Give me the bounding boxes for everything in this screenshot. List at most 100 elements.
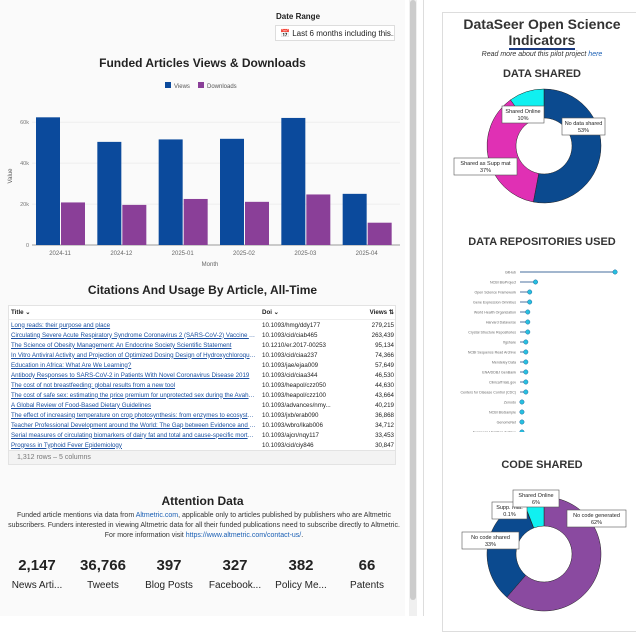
stat-value: 382 bbox=[288, 557, 314, 574]
table-row[interactable]: Antibody Responses to SARS-CoV-2 in Pati… bbox=[9, 370, 395, 380]
articles-table: Title ⌄ Doi ⌄ Views ⇅ Long reads: their … bbox=[8, 305, 396, 465]
article-title-link[interactable]: The effect of increasing temperature on … bbox=[11, 411, 259, 419]
table-row[interactable]: The cost of safe sex: estimating the pri… bbox=[9, 390, 395, 400]
table-row[interactable]: The Science of Obesity Management: An En… bbox=[9, 340, 395, 350]
pilot-project-link[interactable]: here bbox=[588, 51, 603, 58]
stat-tile: 397 Blog Posts bbox=[136, 557, 202, 591]
repo-label: Zenodo bbox=[504, 401, 516, 405]
table-row[interactable]: Serial measures of circulating biomarker… bbox=[9, 430, 395, 440]
repo-label: Open Science Framework bbox=[474, 291, 516, 295]
article-title-link[interactable]: Education in Africa: What Are We Learnin… bbox=[11, 361, 132, 369]
repo-point bbox=[527, 289, 533, 295]
table-header: Title ⌄ Doi ⌄ Views ⇅ bbox=[9, 306, 395, 320]
article-title-link[interactable]: Circulating Severe Acute Respiratory Syn… bbox=[11, 331, 259, 339]
doi-cell: 10.1093/heapol/czz100 bbox=[262, 391, 326, 399]
attention-title: Attention Data bbox=[161, 494, 244, 508]
repo-label: Centers for Disease Control (CDC) bbox=[460, 391, 516, 395]
slice-label-box bbox=[566, 509, 627, 528]
views-cell: 36,868 bbox=[375, 411, 394, 419]
slice-value: 6% bbox=[532, 500, 540, 506]
col-doi[interactable]: Doi ⌄ bbox=[262, 309, 279, 316]
article-title-link[interactable]: Antibody Responses to SARS-CoV-2 in Pati… bbox=[11, 371, 250, 379]
repo-point bbox=[523, 339, 529, 345]
table-row[interactable]: Long reads: their purpose and place 10.10… bbox=[9, 320, 395, 330]
stat-tile: 36,766 Tweets bbox=[70, 557, 136, 591]
views-cell: 43,664 bbox=[375, 391, 394, 399]
dataseer-title: DataSeer Open Science bbox=[463, 16, 621, 32]
y-axis-label: Value bbox=[8, 168, 14, 184]
table-row[interactable]: Progress in Typhoid Fever Epidemiology 10… bbox=[9, 440, 395, 450]
repo-point bbox=[519, 429, 525, 432]
views-cell: 279,215 bbox=[371, 321, 394, 329]
views-cell: 34,712 bbox=[375, 421, 394, 429]
date-range-value: Last 6 months including this... bbox=[292, 29, 395, 38]
table-row[interactable]: In Vitro Antiviral Activity and Projecti… bbox=[9, 350, 395, 360]
article-title-link[interactable]: The Science of Obesity Management: An En… bbox=[11, 341, 232, 349]
doi-cell: 10.1093/heapol/czz050 bbox=[262, 381, 326, 389]
slice-label: Supp. mat. bbox=[496, 505, 523, 511]
bar-views bbox=[158, 139, 183, 245]
repo-label: figshare bbox=[503, 341, 516, 345]
stat-tile: 382 Policy Me... bbox=[268, 557, 334, 591]
repo-label: ENA/DDBJ GenBank bbox=[482, 371, 516, 375]
dataseer-panel: DataSeer Open Science Indicators Read mo… bbox=[423, 0, 636, 632]
article-title-link[interactable]: Progress in Typhoid Fever Epidemiology bbox=[11, 441, 122, 449]
table-footer: 1,312 rows – 5 columns bbox=[9, 450, 395, 464]
slice-value: 53% bbox=[578, 128, 589, 134]
stat-tile: 2,147 News Arti... bbox=[4, 557, 70, 591]
code-shared-title: CODE SHARED bbox=[501, 459, 583, 471]
doi-cell: 10.1210/er.2017-00253 bbox=[262, 341, 326, 349]
repo-point bbox=[519, 419, 525, 425]
slice-label-box bbox=[461, 531, 520, 550]
bar-downloads bbox=[61, 202, 85, 245]
sort-icon: ⇅ bbox=[388, 309, 394, 316]
table-row[interactable]: The effect of increasing temperature on … bbox=[9, 410, 395, 420]
article-title-link[interactable]: Long reads: their purpose and place bbox=[11, 321, 111, 329]
col-views[interactable]: Views ⇅ bbox=[369, 309, 394, 316]
article-title-link[interactable]: The cost of not breastfeeding: global re… bbox=[11, 381, 176, 389]
repo-point bbox=[523, 359, 529, 365]
article-title-link[interactable]: A Global Review of Food-Based Dietary Gu… bbox=[11, 401, 151, 409]
slice-label: No data shared bbox=[565, 121, 603, 127]
stat-value: 327 bbox=[222, 557, 248, 574]
table-row[interactable]: Teacher Professional Development around … bbox=[9, 420, 395, 430]
repo-label: NCBI BioProject bbox=[490, 281, 516, 285]
repo-label: ClinicalTrials.gov bbox=[489, 381, 516, 385]
repo-label: Mendeley Data bbox=[492, 361, 516, 365]
altmetric-link[interactable]: Altmetric.com bbox=[135, 512, 179, 519]
table-row[interactable]: A Global Review of Food-Based Dietary Gu… bbox=[9, 400, 395, 410]
slice-label-box bbox=[453, 157, 518, 176]
repo-point bbox=[523, 389, 529, 395]
stat-value: 2,147 bbox=[18, 557, 56, 574]
slice-label: Shared as Supp mat bbox=[460, 161, 511, 167]
bar-downloads bbox=[245, 201, 269, 245]
repo-point bbox=[533, 279, 538, 285]
stat-label: Policy Me... bbox=[275, 580, 327, 591]
stat-label: Facebook... bbox=[208, 580, 262, 591]
legend-swatch bbox=[198, 82, 204, 88]
repo-label: Gene Expression Omnibus bbox=[473, 301, 516, 305]
x-tick-label: 2024-11 bbox=[49, 251, 71, 257]
repo-point bbox=[519, 399, 525, 405]
date-range-select[interactable]: 📅 Last 6 months including this... bbox=[275, 25, 395, 41]
repo-point bbox=[519, 409, 525, 415]
views-cell: 40,219 bbox=[375, 401, 394, 409]
article-title-link[interactable]: Teacher Professional Development around … bbox=[11, 421, 259, 429]
y-tick-label: 20k bbox=[20, 202, 29, 208]
table-row[interactable]: Education in Africa: What Are We Learnin… bbox=[9, 360, 395, 370]
article-title-link[interactable]: The cost of safe sex: estimating the pri… bbox=[11, 391, 259, 399]
views-cell: 57,649 bbox=[375, 361, 394, 369]
repo-label: NCBI Sequence Read Archive bbox=[468, 351, 516, 355]
contact-link[interactable]: https://www.altmetric.com/contact-us/ bbox=[185, 532, 302, 539]
doi-cell: 10.1093/advances/nmy... bbox=[262, 401, 331, 409]
col-title[interactable]: Title ⌄ bbox=[11, 309, 31, 316]
bar-views bbox=[220, 138, 244, 245]
scrollbar[interactable] bbox=[409, 0, 417, 616]
article-title-link[interactable]: In Vitro Antiviral Activity and Projecti… bbox=[11, 351, 259, 359]
article-title-link[interactable]: Serial measures of circulating biomarker… bbox=[11, 431, 259, 439]
slice-label-box bbox=[512, 489, 560, 508]
repositories-chart: GitHub NCBI BioProject Open Science Framew… bbox=[460, 269, 618, 432]
table-row[interactable]: The cost of not breastfeeding: global re… bbox=[9, 380, 395, 390]
table-row[interactable]: Circulating Severe Acute Respiratory Syn… bbox=[9, 330, 395, 340]
